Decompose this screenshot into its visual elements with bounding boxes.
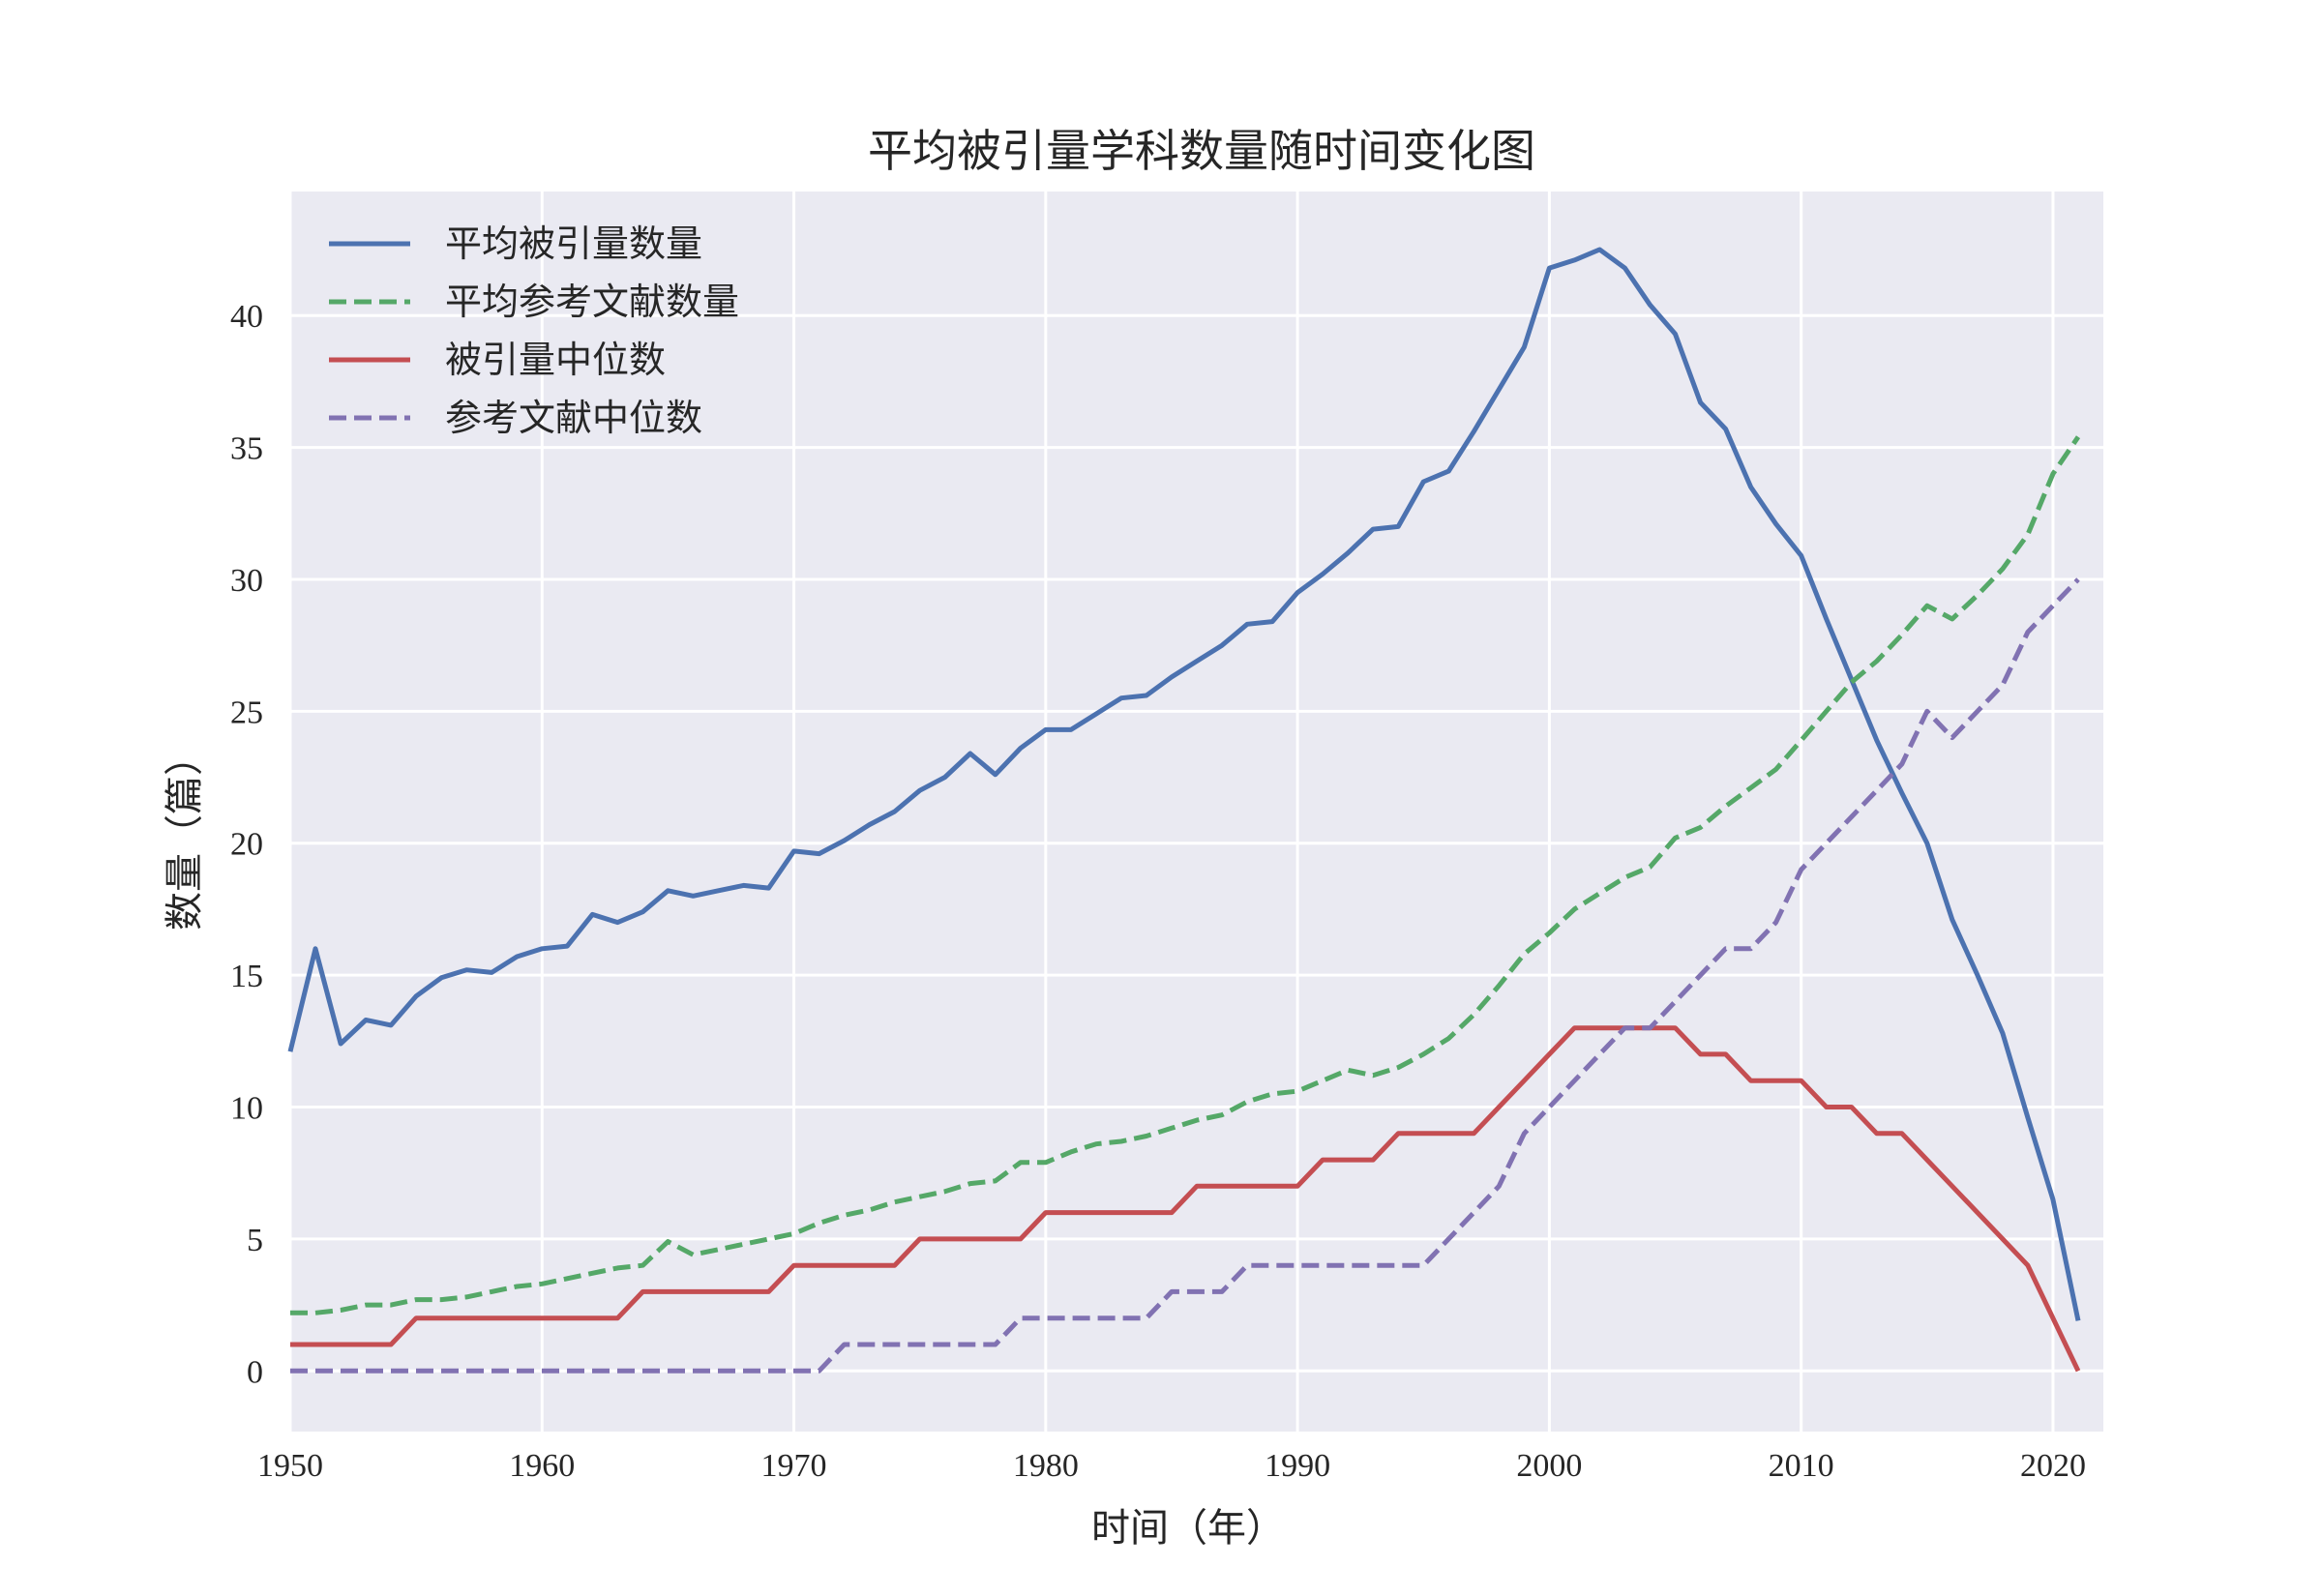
legend-label: 被引量中位数 — [445, 339, 666, 381]
legend-label: 参考文献中位数 — [445, 397, 702, 439]
y-tick-label: 30 — [230, 563, 263, 599]
y-tick-label: 25 — [230, 695, 263, 730]
y-tick-label: 40 — [230, 299, 263, 335]
x-axis-label: 时间（年） — [1091, 1506, 1285, 1551]
x-tick-label: 2010 — [1769, 1448, 1834, 1484]
y-tick-label: 35 — [230, 431, 263, 467]
x-tick-label: 1980 — [1013, 1448, 1079, 1484]
series-line-2 — [290, 435, 2081, 1315]
y-tick-label: 10 — [230, 1090, 263, 1126]
x-tick-label: 2020 — [2020, 1448, 2086, 1484]
x-tick-label: 2000 — [1516, 1448, 1582, 1484]
y-tick-label: 20 — [230, 827, 263, 863]
x-tick-label: 1970 — [761, 1448, 827, 1484]
legend-label: 平均被引量数量 — [445, 222, 702, 265]
x-tick-label: 1950 — [257, 1448, 323, 1484]
series-line-1 — [287, 247, 2081, 1321]
y-tick-label: 15 — [230, 959, 263, 994]
x-tick-labels: 1950 1960 1970 1980 1990 2000 2010 2020 — [257, 1448, 2086, 1484]
y-tick-label: 0 — [247, 1354, 263, 1390]
x-tick-label: 1990 — [1265, 1448, 1330, 1484]
series-line-3 — [290, 1025, 2081, 1373]
series-lines — [287, 247, 2081, 1374]
x-tick-label: 1960 — [509, 1448, 575, 1484]
y-axis-label: 数量（篇） — [163, 737, 207, 931]
chart-title: 平均被引量学科数量随时间变化图 — [868, 125, 1535, 177]
y-tick-label: 5 — [247, 1223, 263, 1258]
y-tick-labels: 0 5 10 15 20 25 30 35 40 — [230, 299, 263, 1390]
legend-label: 平均参考文献数量 — [445, 281, 739, 323]
series-line-4 — [290, 577, 2080, 1374]
